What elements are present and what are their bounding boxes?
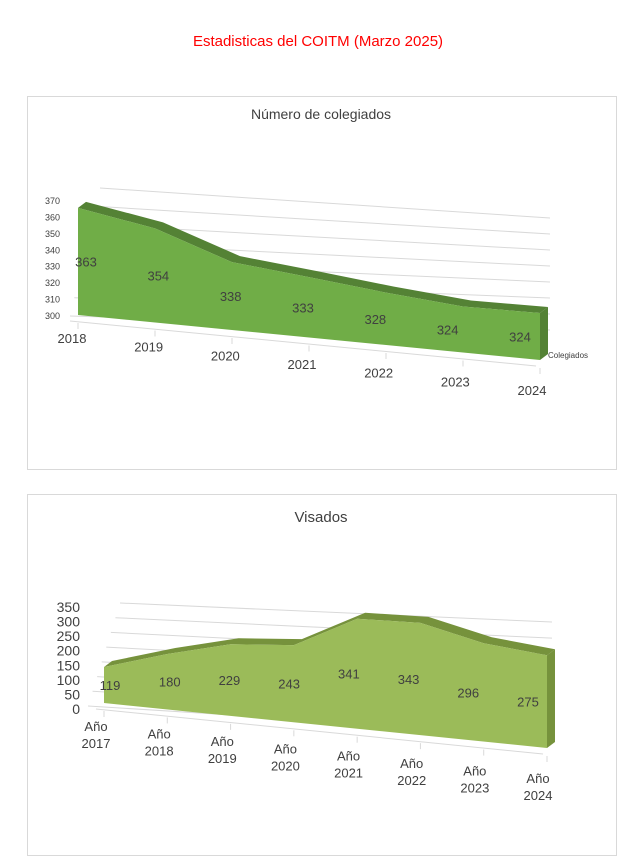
data-label: 363 [75, 254, 97, 269]
x-category-label: 2020 [211, 348, 240, 363]
x-category-label: Año 2022 [397, 756, 426, 788]
legend-label: Colegiados [548, 351, 588, 360]
data-label: 354 [147, 268, 169, 283]
y-tick-label: 200 [57, 643, 81, 659]
y-tick-label: 300 [57, 614, 81, 630]
gridline [99, 187, 551, 219]
x-category-label: 2024 [518, 383, 547, 398]
x-category-label-line: Año [148, 726, 171, 741]
x-category-label-line: Año [337, 749, 360, 764]
data-label: 333 [292, 300, 314, 315]
x-category-label: Año 2018 [145, 726, 174, 758]
area-front-face [104, 618, 547, 748]
y-tick-label: 340 [45, 245, 60, 255]
x-category-label-line: 2023 [460, 781, 489, 796]
y-tick-label: 250 [57, 628, 81, 644]
y-tick-label: 0 [72, 701, 80, 717]
chart-title: Número de colegiados [251, 106, 391, 122]
x-category-label-line: 2018 [145, 743, 174, 758]
gridline [95, 205, 551, 235]
x-category-label: Año 2024 [524, 771, 553, 803]
x-category-label-line: 2019 [208, 751, 237, 766]
x-category-label: Año 2021 [334, 749, 363, 781]
x-category-label: 2023 [441, 374, 470, 389]
x-axis-floor [69, 320, 537, 367]
x-category-label: 2018 [58, 331, 87, 346]
x-category-label-line: Año [84, 719, 107, 734]
y-tick-label: 330 [45, 262, 60, 272]
area-front-face [78, 207, 540, 360]
x-category-label: Año 2017 [82, 719, 111, 751]
y-tick-label: 360 [45, 212, 60, 222]
data-label: 324 [509, 330, 531, 345]
page-title: Estadisticas del COITM (Marzo 2025) [192, 33, 444, 50]
y-tick-label: 350 [57, 599, 81, 615]
data-label: 243 [278, 677, 300, 692]
x-category-label-line: 2021 [334, 766, 363, 781]
x-category-label-line: Año [463, 764, 486, 779]
data-label: 328 [364, 312, 386, 327]
x-category-label-line: Año [400, 756, 423, 771]
x-category-label: 2019 [134, 340, 163, 355]
x-category-label: 2021 [288, 357, 317, 372]
gridline [119, 602, 553, 623]
y-tick-label: 370 [45, 196, 60, 206]
y-tick-label: 300 [45, 311, 60, 321]
x-category-label: Año 2023 [460, 764, 489, 796]
x-category-label-line: Año [211, 734, 234, 749]
area-top-face [104, 612, 555, 667]
x-category-label-line: Año [274, 741, 297, 756]
area-side-face [547, 649, 555, 748]
data-label: 341 [338, 667, 360, 682]
x-category-label-line: 2024 [524, 788, 553, 803]
x-category-label: Año 2020 [271, 741, 300, 773]
x-category-label: 2022 [364, 366, 393, 381]
data-label: 343 [398, 672, 420, 687]
y-tick-label: 150 [57, 657, 81, 673]
y-tick-label: 100 [57, 672, 81, 688]
data-label: 180 [159, 675, 181, 690]
x-category-label-line: Año [526, 771, 549, 786]
data-label: 324 [437, 323, 459, 338]
data-label: 275 [517, 695, 539, 710]
area-top-face [78, 201, 548, 314]
x-category-label: Año 2019 [208, 734, 237, 766]
y-tick-label: 50 [64, 686, 80, 702]
x-category-label-line: 2022 [397, 773, 426, 788]
y-tick-label: 310 [45, 295, 60, 305]
data-label: 229 [219, 673, 241, 688]
data-label: 296 [457, 685, 479, 700]
x-category-label-line: 2017 [82, 736, 111, 751]
data-label: 338 [220, 289, 242, 304]
area-side-face [540, 307, 548, 360]
x-axis-floor [95, 708, 544, 755]
y-tick-label: 350 [45, 229, 60, 239]
y-tick-label: 320 [45, 278, 60, 288]
chart-title: Visados [294, 509, 347, 526]
x-category-label-line: 2020 [271, 758, 300, 773]
data-label: 119 [100, 678, 121, 693]
